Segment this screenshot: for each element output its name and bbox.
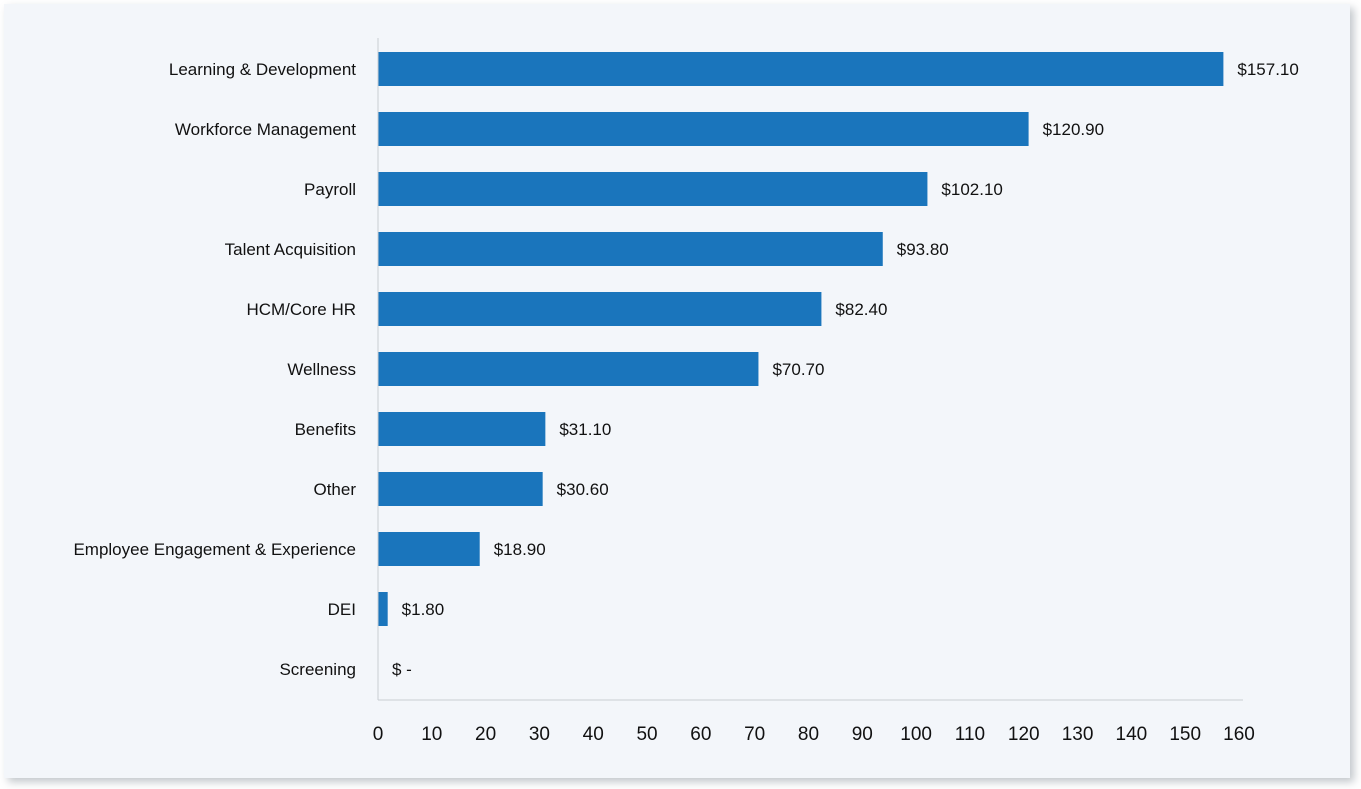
value-label: $30.60 (557, 480, 609, 499)
x-tick-label: 100 (900, 724, 932, 745)
bar (378, 112, 1029, 146)
category-label: DEI (328, 600, 356, 619)
x-tick-label: 80 (798, 724, 819, 745)
category-label: Benefits (295, 420, 356, 439)
category-label: Other (313, 480, 356, 499)
category-label: Talent Acquisition (225, 240, 356, 259)
category-label: Wellness (287, 360, 356, 379)
value-label: $157.10 (1237, 60, 1298, 79)
chart-panel: Learning & Development $157.10 Workforce M… (4, 4, 1350, 778)
value-label: $ - (392, 660, 412, 679)
bar (378, 412, 546, 446)
category-label: HCM/Core HR (246, 300, 356, 319)
bar (378, 472, 543, 506)
x-tick-label: 50 (636, 724, 657, 745)
bar (378, 52, 1224, 86)
category-label: Learning & Development (169, 60, 356, 79)
x-tick-label: 150 (1169, 724, 1201, 745)
category-label: Screening (279, 660, 356, 679)
x-tick-label: 0 (373, 724, 384, 745)
x-tick-label: 30 (529, 724, 550, 745)
x-tick-label: 130 (1062, 724, 1094, 745)
bar (378, 352, 759, 386)
labels-layer: Learning & Development $157.10 Workforce M… (73, 60, 1298, 745)
axes-layer (377, 38, 1243, 701)
category-label: Payroll (304, 180, 356, 199)
x-tick-label: 40 (583, 724, 604, 745)
value-label: $31.10 (559, 420, 611, 439)
value-label: $120.90 (1043, 120, 1104, 139)
x-tick-label: 140 (1116, 724, 1148, 745)
value-label: $102.10 (941, 180, 1002, 199)
x-tick-label: 70 (744, 724, 765, 745)
bar (378, 172, 928, 206)
bar-chart: Learning & Development $157.10 Workforce M… (73, 38, 1299, 745)
x-tick-label: 10 (421, 724, 442, 745)
bar (378, 532, 480, 566)
value-label: $1.80 (402, 600, 445, 619)
x-tick-label: 120 (1008, 724, 1040, 745)
bar (378, 292, 822, 326)
category-label: Workforce Management (175, 120, 356, 139)
x-tick-label: 20 (475, 724, 496, 745)
value-label: $93.80 (897, 240, 949, 259)
category-label: Employee Engagement & Experience (73, 540, 356, 559)
x-tick-label: 160 (1223, 724, 1255, 745)
x-tick-label: 60 (690, 724, 711, 745)
value-label: $70.70 (772, 360, 824, 379)
x-tick-label: 110 (955, 724, 985, 745)
value-label: $18.90 (494, 540, 546, 559)
bars-layer (378, 52, 1224, 626)
bar (378, 592, 388, 626)
x-tick-label: 90 (852, 724, 873, 745)
value-label: $82.40 (835, 300, 887, 319)
bar (378, 232, 883, 266)
